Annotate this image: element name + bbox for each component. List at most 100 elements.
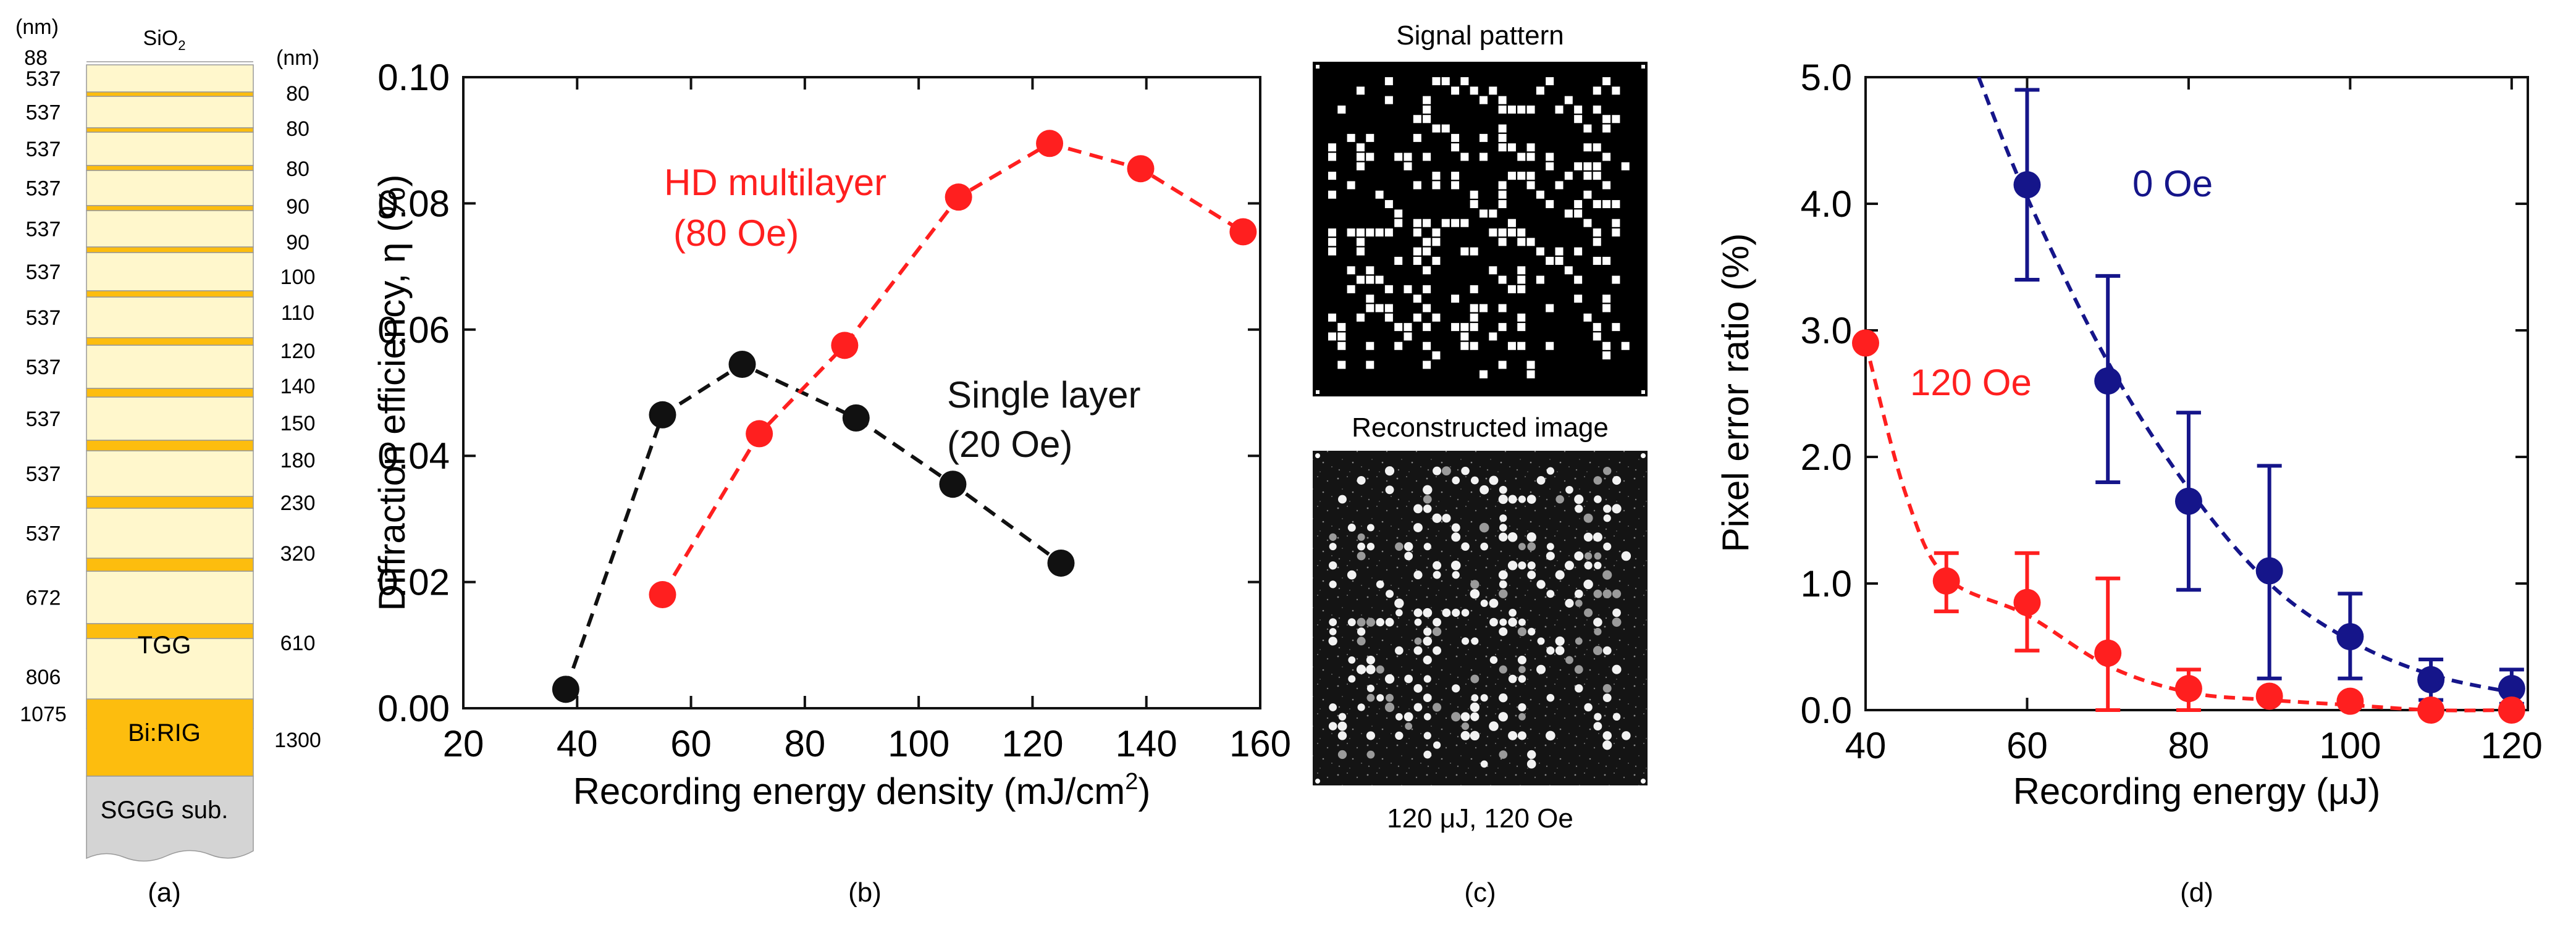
- signal-pixel: [1375, 228, 1384, 237]
- signal-pixel: [1423, 285, 1431, 293]
- reconstructed-pixel: [1413, 523, 1423, 532]
- signal-pixel: [1602, 295, 1611, 303]
- signal-pattern-pixels: [1316, 65, 1645, 394]
- sio2-label: SiO2: [143, 27, 186, 53]
- reconstructed-pixel: [1366, 617, 1376, 627]
- signal-pixel: [1423, 238, 1431, 246]
- data-point-series-0: [842, 404, 870, 432]
- reconstructed-pixel: [1518, 618, 1526, 626]
- signal-pixel: [1451, 172, 1460, 180]
- signal-pixel: [1366, 275, 1374, 284]
- reconstructed-pixel: [1329, 618, 1337, 627]
- plot-frame-b: [462, 76, 1261, 709]
- reconstructed-pixel: [1584, 561, 1593, 570]
- signal-pixel: [1498, 323, 1507, 332]
- reconstructed-pixel: [1489, 475, 1499, 485]
- signal-pixel: [1498, 190, 1507, 199]
- reconstructed-pixel: [1357, 533, 1365, 541]
- reconstructed-pixel: [1546, 693, 1555, 702]
- signal-pixel: [1517, 323, 1526, 332]
- reconstructed-pixel: [1329, 533, 1337, 541]
- reconstructed-pixel: [1498, 495, 1508, 504]
- y-tick-label: 0.0: [1801, 690, 1852, 731]
- data-point-series-1: [2498, 697, 2525, 724]
- reconstructed-pixel: [1338, 495, 1347, 504]
- right-thickness-value: 80: [286, 117, 309, 141]
- signal-pixel: [1546, 153, 1554, 161]
- reconstructed-pixel: [1470, 588, 1480, 599]
- x-tick-label: 160: [1229, 723, 1291, 764]
- reconstructed-image: [1313, 451, 1648, 785]
- signal-pixel: [1470, 304, 1478, 312]
- right-thickness-value: 90: [286, 195, 309, 219]
- reconstructed-pixel: [1433, 466, 1442, 475]
- reconstructed-pixel: [1499, 750, 1508, 759]
- reconstructed-pixel: [1594, 552, 1602, 560]
- reconstructed-pixel: [1366, 731, 1375, 740]
- signal-pixel: [1517, 105, 1526, 114]
- reconstructed-pixel: [1357, 617, 1366, 627]
- reconstructed-pixel: [1518, 713, 1526, 721]
- caption-c: (c): [1464, 877, 1496, 908]
- reconstructed-pixel: [1470, 674, 1480, 684]
- reconstructed-pixel: [1479, 522, 1489, 533]
- data-point-series-1: [2255, 682, 2283, 710]
- y-tick-label: 2.0: [1801, 437, 1852, 478]
- reconstructed-pixel: [1498, 570, 1508, 580]
- reconstructed-pixel: [1414, 618, 1422, 626]
- right-thickness-value: 120: [280, 340, 316, 363]
- signal-pixel: [1489, 266, 1497, 275]
- reconstructed-pixel: [1451, 532, 1461, 542]
- reconstructed-pixel: [1584, 703, 1593, 712]
- reconstructed-pixel: [1357, 637, 1366, 646]
- data-point-series-0: [1047, 549, 1075, 577]
- signal-pixel: [1583, 162, 1592, 170]
- reconstructed-pixel: [1423, 608, 1433, 617]
- bi-rig-layer: [86, 440, 254, 451]
- y-tick-label: 0.04: [377, 435, 450, 477]
- signal-pixel: [1470, 285, 1478, 293]
- signal-pixel: [1413, 228, 1421, 237]
- reconstructed-pixel: [1366, 655, 1375, 664]
- bi-rig-layer-label: Bi:RIG: [128, 719, 201, 747]
- signal-pixel: [1423, 341, 1431, 350]
- y-tick-label: 0.08: [377, 183, 450, 224]
- data-point-series-1: [2336, 687, 2364, 715]
- signal-pixel: [1583, 143, 1592, 152]
- reconstructed-pixel: [1602, 731, 1612, 740]
- reconstructed-pixel: [1432, 627, 1442, 637]
- left-thickness-value: 1075: [20, 703, 67, 726]
- reconstructed-pixel: [1386, 693, 1394, 702]
- signal-pixel: [1507, 341, 1516, 350]
- signal-pixel: [1460, 332, 1469, 341]
- signal-pixel: [1583, 219, 1592, 227]
- signal-pixel: [1384, 228, 1393, 237]
- reconstructed-pixel: [1423, 627, 1432, 636]
- reconstructed-pixel: [1518, 543, 1526, 551]
- reconstructed-pixel: [1432, 513, 1442, 523]
- signal-pixel: [1423, 219, 1431, 227]
- signal-pixel: [1498, 228, 1507, 237]
- signal-pixel: [1423, 266, 1431, 275]
- signal-pixel: [1602, 153, 1611, 161]
- right-thickness-value: 100: [280, 266, 316, 289]
- data-point-series-0: [2013, 171, 2041, 199]
- signal-pixel: [1328, 313, 1337, 322]
- x-tick-label: 60: [670, 723, 712, 764]
- reconstructed-pixel: [1452, 476, 1460, 485]
- signal-pixel: [1347, 228, 1355, 237]
- reconstructed-pixel: [1555, 646, 1565, 655]
- signal-pixel: [1384, 77, 1393, 86]
- bi-rig-layer: [86, 165, 254, 171]
- data-point-series-1: [649, 581, 676, 609]
- reconstructed-pixel: [1603, 504, 1612, 513]
- series-label-hd-multilayer-field: (80 Oe): [673, 212, 799, 254]
- reconstructed-pixel: [1423, 750, 1432, 759]
- reconstructed-pixel: [1621, 551, 1631, 561]
- reconstructed-pixel: [1423, 543, 1431, 551]
- reconstructed-pixel: [1565, 485, 1573, 494]
- reconstructed-pixel: [1508, 730, 1518, 740]
- corner-marker: [1641, 390, 1645, 394]
- reconstructed-pixel: [1413, 684, 1423, 693]
- signal-pixel: [1366, 266, 1374, 275]
